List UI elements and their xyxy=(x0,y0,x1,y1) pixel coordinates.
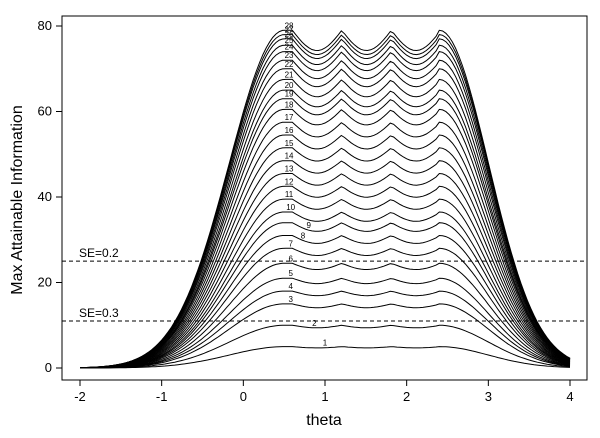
reference-lines: SE=0.2 SE=0.3 xyxy=(62,246,587,322)
series-line-28 xyxy=(79,29,571,369)
series-label-15: 15 xyxy=(285,139,294,148)
series-line-7 xyxy=(80,247,571,369)
series-label-22: 22 xyxy=(285,60,294,69)
series-line-14 xyxy=(79,160,571,369)
series-line-4 xyxy=(80,290,571,369)
series-label-26: 26 xyxy=(285,30,294,39)
y-tick-label: 20 xyxy=(38,275,52,290)
series-label-10: 10 xyxy=(286,203,295,212)
series-line-3 xyxy=(80,303,571,369)
series-label-16: 16 xyxy=(285,126,294,135)
x-axis: -2 -1 0 1 2 3 4 xyxy=(74,379,574,404)
series-line-6 xyxy=(80,262,571,369)
series-label-24: 24 xyxy=(285,43,294,52)
series-line-1 xyxy=(80,346,571,369)
series-label-14: 14 xyxy=(285,152,294,161)
series-line-10 xyxy=(80,211,571,369)
series-line-19 xyxy=(80,98,571,369)
series-label-19: 19 xyxy=(285,90,294,99)
x-tick-label: -2 xyxy=(74,389,86,404)
reference-line-label: SE=0.2 xyxy=(79,246,119,260)
series-line-22 xyxy=(79,68,571,369)
x-tick-label: 2 xyxy=(403,389,410,404)
plot-frame xyxy=(61,15,588,381)
y-tick-label: 80 xyxy=(38,18,52,33)
series-label-9: 9 xyxy=(306,221,311,230)
y-axis-title: Max Attainable Information xyxy=(9,105,26,294)
series-label-23: 23 xyxy=(285,51,294,60)
series-line-18 xyxy=(80,108,571,369)
series-label-6: 6 xyxy=(288,254,293,263)
y-axis: 0 20 40 60 80 xyxy=(38,18,63,375)
series-label-1: 1 xyxy=(323,339,328,348)
series-line-17 xyxy=(79,121,571,369)
x-axis-title: theta xyxy=(306,412,342,429)
y-tick-label: 40 xyxy=(38,189,52,204)
series-label-7: 7 xyxy=(288,239,293,248)
series-line-5 xyxy=(80,277,571,369)
reference-line-label: SE=0.3 xyxy=(79,306,119,320)
series-label-4: 4 xyxy=(288,282,293,291)
y-tick-label: 60 xyxy=(38,104,52,119)
series-label-25: 25 xyxy=(285,36,294,45)
series-label-27: 27 xyxy=(285,26,294,35)
x-tick-label: 3 xyxy=(485,389,492,404)
series-line-23 xyxy=(79,59,571,369)
series-label-5: 5 xyxy=(288,269,293,278)
series-line-13 xyxy=(80,172,571,369)
series-curves xyxy=(79,29,571,369)
series-label-28: 28 xyxy=(285,21,294,30)
series-line-24 xyxy=(79,51,571,369)
series-line-12 xyxy=(80,185,571,369)
series-label-8: 8 xyxy=(301,231,306,240)
series-label-13: 13 xyxy=(285,164,294,173)
series-label-12: 12 xyxy=(285,177,294,186)
series-line-11 xyxy=(80,198,571,369)
series-line-21 xyxy=(79,78,571,369)
series-curve-labels: 1234567891011121314151617181920212223242… xyxy=(285,21,328,347)
series-line-8 xyxy=(79,234,571,369)
series-label-3: 3 xyxy=(288,295,293,304)
series-label-18: 18 xyxy=(285,100,294,109)
x-tick-label: 0 xyxy=(240,389,247,404)
series-line-2 xyxy=(79,324,571,369)
series-line-9 xyxy=(79,222,571,369)
series-label-20: 20 xyxy=(285,81,294,90)
series-line-20 xyxy=(80,89,571,369)
series-label-11: 11 xyxy=(285,190,294,199)
x-tick-label: 4 xyxy=(566,389,573,404)
series-label-21: 21 xyxy=(285,70,294,79)
series-line-15 xyxy=(79,147,571,369)
series-line-16 xyxy=(79,134,571,369)
y-tick-label: 0 xyxy=(45,360,52,375)
x-tick-label: -1 xyxy=(156,389,168,404)
series-label-17: 17 xyxy=(285,113,294,122)
x-tick-label: 1 xyxy=(321,389,328,404)
series-label-2: 2 xyxy=(312,319,317,328)
